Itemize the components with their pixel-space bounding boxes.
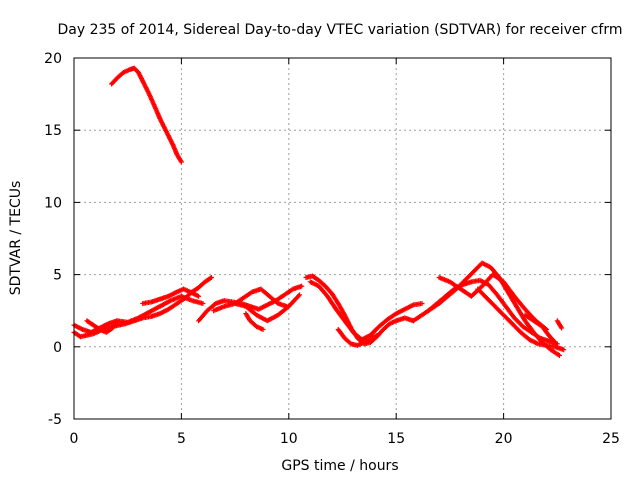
y-tick-label: 0 xyxy=(53,340,62,356)
y-tick-label: 20 xyxy=(44,51,62,67)
y-tick-label: 10 xyxy=(44,195,62,211)
x-tick-label: 25 xyxy=(602,431,620,447)
x-tick-label: 15 xyxy=(387,431,405,447)
data-point xyxy=(559,325,565,331)
chart-title: Day 235 of 2014, Sidereal Day-to-day VTE… xyxy=(58,22,623,38)
data-point xyxy=(296,293,302,299)
tick-labels: 0 5 10 15 20 25 -5 0 5 10 15 20 xyxy=(44,51,620,447)
data-point xyxy=(297,292,303,298)
x-axis-label: GPS time / hours xyxy=(281,458,398,474)
data-series-track-midday-4 xyxy=(243,311,266,332)
data-point xyxy=(114,318,120,324)
y-tick-label: 5 xyxy=(53,268,62,284)
data-series-track-afternoon-2 xyxy=(307,279,425,343)
x-tick-label: 5 xyxy=(177,431,186,447)
grid xyxy=(74,58,611,419)
data-series-track-morning-3 xyxy=(84,318,120,335)
x-tick-label: 10 xyxy=(280,431,298,447)
data-series-track-evening-6 xyxy=(554,318,565,331)
data-point xyxy=(299,283,305,289)
data-series-track-evening-3 xyxy=(436,272,550,332)
data-series-track-high xyxy=(109,65,184,165)
data-point xyxy=(178,159,184,165)
data-point xyxy=(551,338,557,344)
data-series-track-evening-2 xyxy=(425,277,560,347)
data-series-track-morning-2 xyxy=(71,293,206,335)
data-point xyxy=(561,347,567,353)
data-point xyxy=(374,332,380,338)
data-point xyxy=(208,274,214,280)
data-point xyxy=(556,352,562,358)
data-point xyxy=(419,300,425,306)
data-layer xyxy=(71,65,567,358)
y-tick-label: 15 xyxy=(44,123,62,139)
data-point xyxy=(200,300,206,306)
y-axis-label: SDTVAR / TECUs xyxy=(8,181,24,296)
data-series-track-afternoon-3 xyxy=(335,326,380,348)
data-series-track-evening-5 xyxy=(522,312,558,345)
data-series-track-midday-3 xyxy=(232,286,290,309)
data-point xyxy=(284,303,290,309)
y-tick-label: -5 xyxy=(48,412,62,428)
x-tick-label: 20 xyxy=(495,431,513,447)
plot-frame xyxy=(73,57,612,420)
data-series-track-morning-4 xyxy=(140,286,202,306)
x-tick-label: 0 xyxy=(70,431,79,447)
data-point xyxy=(260,326,266,332)
data-series-track-evening-4 xyxy=(475,286,567,353)
axis-ticks xyxy=(73,57,612,420)
data-point xyxy=(552,339,558,345)
data-point xyxy=(196,293,202,299)
